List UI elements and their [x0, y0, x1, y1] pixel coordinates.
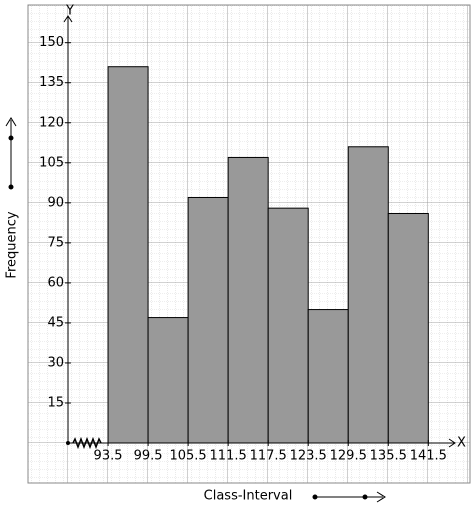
- bar: [347, 146, 389, 444]
- bar: [187, 196, 229, 444]
- x-tick-label: 141.5: [410, 449, 447, 464]
- x-tick-label: 123.5: [290, 449, 327, 464]
- x-tick-label: 111.5: [210, 449, 247, 464]
- bar: [307, 309, 349, 444]
- plot: X Y 15 30 45 60 75 90 105 120 135 150 93.5 99.5 105.5 1…: [39, 4, 466, 464]
- y-tick-label: 75: [47, 235, 64, 250]
- y-tick-label: 135: [39, 75, 64, 90]
- bar: [387, 212, 429, 444]
- y-tick-label: 90: [47, 195, 64, 210]
- x-tick-label: 93.5: [94, 449, 123, 464]
- bar: [107, 66, 149, 444]
- x-axis-label: Class-Interval: [204, 489, 293, 504]
- y-tick-label: 15: [47, 395, 64, 410]
- decor-arrows: [5, 117, 386, 503]
- bar: [227, 156, 269, 444]
- y-axis-label: Frequency: [5, 211, 20, 278]
- x-tick-label: 117.5: [250, 449, 287, 464]
- y-tick-label: 120: [39, 115, 64, 130]
- origin: [66, 441, 70, 445]
- x-tick-label: 99.5: [134, 449, 163, 464]
- y-axis-name: Y: [65, 4, 74, 19]
- axis-break: [72, 436, 102, 450]
- x-tick-label: 105.5: [169, 449, 206, 464]
- bar: [147, 317, 189, 444]
- x-tick-label: 135.5: [370, 449, 407, 464]
- y-tick-label: 105: [39, 155, 64, 170]
- x-tick-label: 129.5: [330, 449, 367, 464]
- bar: [267, 207, 309, 444]
- x-axis-name: X: [457, 436, 466, 451]
- y-tick-label: 150: [39, 35, 64, 50]
- y-arrow: [63, 15, 73, 23]
- x-arrow: [448, 438, 456, 448]
- y-tick-label: 30: [47, 355, 64, 370]
- y-tick-label: 45: [47, 315, 64, 330]
- y-tick-label: 60: [47, 275, 64, 290]
